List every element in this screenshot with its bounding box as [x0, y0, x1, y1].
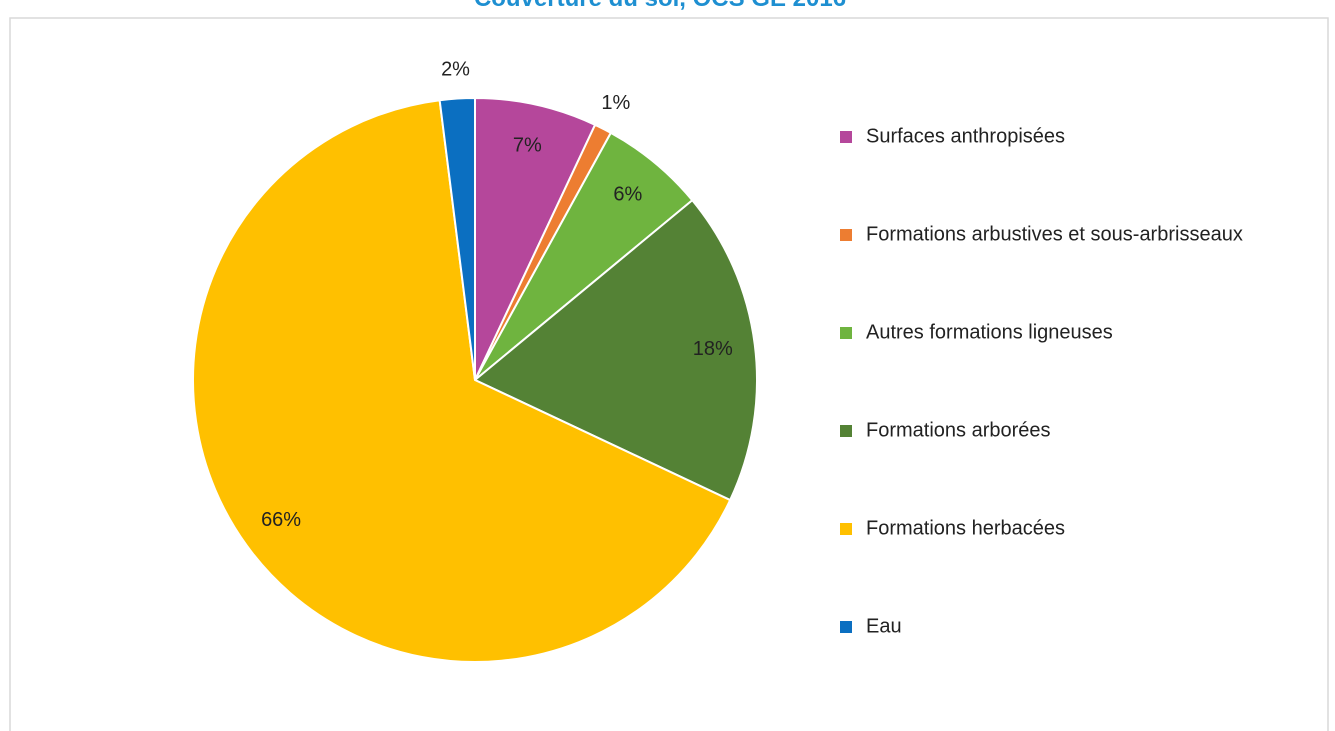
data-label: 1% — [601, 92, 630, 114]
legend-label: Formations herbacées — [866, 517, 1065, 539]
pie-slice — [438, 96, 476, 381]
legend-label: Surfaces anthropisées — [866, 125, 1065, 147]
data-label: 2% — [441, 59, 470, 81]
legend-swatch — [840, 523, 852, 535]
legend-label: Eau — [866, 615, 902, 637]
legend-swatch — [840, 425, 852, 437]
legend-swatch — [840, 327, 852, 339]
legend-swatch — [840, 131, 852, 143]
legend-label: Autres formations ligneuses — [866, 321, 1113, 343]
legend-label: Formations arbustives et sous-arbrisseau… — [866, 223, 1243, 245]
chart-title: Couverture du sol, OCS GE 2016 — [474, 0, 846, 12]
legend-swatch — [840, 229, 852, 241]
legend-label: Formations arborées — [866, 419, 1051, 441]
pie-slice — [474, 96, 597, 381]
pie-slice — [473, 198, 758, 502]
data-label: 6% — [613, 184, 642, 206]
legend-swatch — [840, 621, 852, 633]
pie-slice — [192, 99, 732, 663]
data-label: 7% — [513, 134, 542, 156]
data-label: 66% — [261, 509, 301, 531]
data-label: 18% — [693, 338, 733, 360]
